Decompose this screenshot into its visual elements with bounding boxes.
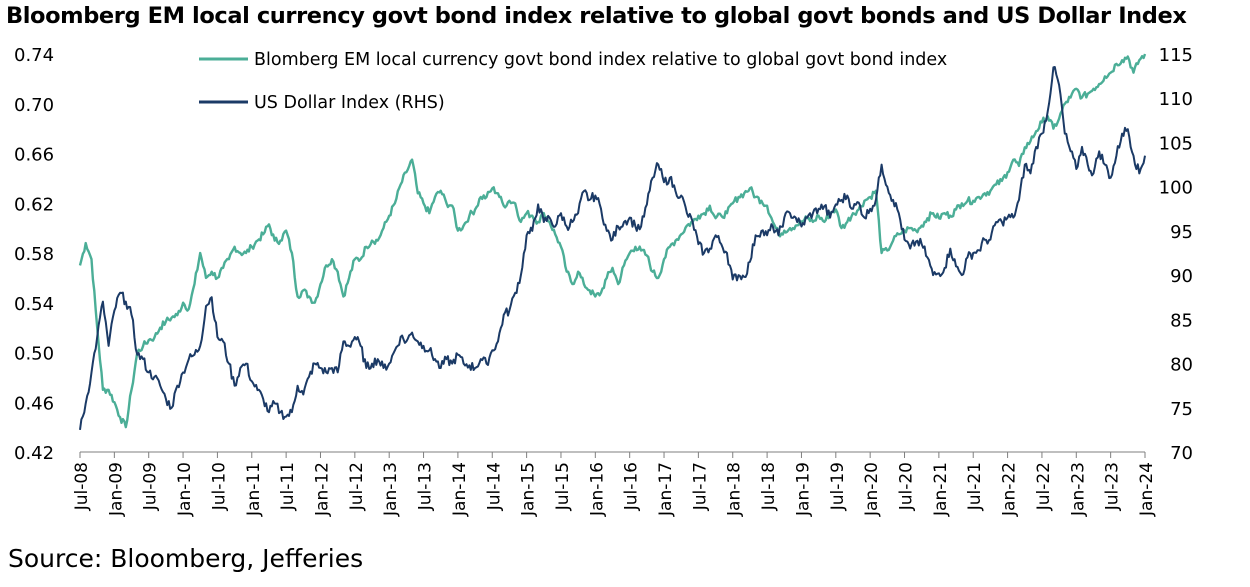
x-tick-label: Jan-09 <box>106 462 126 517</box>
x-tick-label: Jul-16 <box>622 462 642 511</box>
source-note: Source: Bloomberg, Jefferies <box>8 544 364 573</box>
y-right-tick-label: 105 <box>1159 133 1193 154</box>
y-right-tick-label: 70 <box>1170 443 1193 464</box>
y-left-tick-label: 0.58 <box>14 244 54 265</box>
x-tick-label: Jul-20 <box>897 462 917 511</box>
series-group <box>78 53 1147 431</box>
x-tick-label: Jan-14 <box>450 462 470 517</box>
x-tick-label: Jul-09 <box>141 462 161 511</box>
x-tick-label: Jan-24 <box>1137 462 1157 517</box>
y-right-tick-label: 100 <box>1159 178 1193 199</box>
x-tick-label: Jul-10 <box>209 462 229 511</box>
x-tick-label: Jan-10 <box>175 462 195 517</box>
y-right-tick-label: 90 <box>1170 266 1193 287</box>
series-line-em-bond-ratio <box>78 53 1147 429</box>
x-tick-label: Jul-19 <box>828 462 848 511</box>
y-right-tick-label: 110 <box>1159 89 1193 110</box>
y-right-tick-label: 95 <box>1170 222 1193 243</box>
series-line-us-dollar-index <box>79 66 1146 431</box>
x-tick-label: Jan-21 <box>931 462 951 517</box>
x-tick-label: Jul-18 <box>759 462 779 511</box>
x-tick-label: Jul-08 <box>72 462 92 511</box>
y-right-tick-label: 85 <box>1170 310 1193 331</box>
x-tick-label: Jan-18 <box>725 462 745 517</box>
y-left-tick-label: 0.62 <box>14 194 54 215</box>
x-tick-label: Jul-15 <box>553 462 573 511</box>
x-tick-label: Jan-17 <box>656 462 676 517</box>
x-tick-label: Jul-21 <box>965 462 985 511</box>
y-left-tick-label: 0.42 <box>14 443 54 464</box>
x-tick-label: Jan-19 <box>793 462 813 517</box>
x-tick-label: Jul-13 <box>416 462 436 511</box>
x-tick-label: Jan-12 <box>312 462 332 517</box>
x-tick-label: Jul-14 <box>484 462 504 511</box>
x-tick-label: Jan-22 <box>1000 462 1020 517</box>
x-tick-label: Jan-16 <box>587 462 607 517</box>
axes-group <box>79 451 1146 458</box>
y-left-tick-label: 0.54 <box>14 294 54 315</box>
x-tick-label: Jul-23 <box>1103 462 1123 511</box>
x-tick-label: Jan-23 <box>1068 462 1088 517</box>
x-tick-label: Jan-20 <box>862 462 882 517</box>
x-tick-label: Jan-15 <box>519 462 539 517</box>
x-tick-label: Jan-11 <box>244 462 264 517</box>
x-tick-label: Jul-17 <box>690 462 710 511</box>
y-left-tick-label: 0.70 <box>14 95 54 116</box>
y-right-tick-label: 80 <box>1170 355 1193 376</box>
x-tick-label: Jul-12 <box>347 462 367 511</box>
legend-label: Blomberg EM local currency govt bond ind… <box>254 50 947 70</box>
y-left-tick-label: 0.46 <box>14 393 54 414</box>
tick-labels: Jul-08 Jan-09 Jul-09 Jan-10 Jul-10 Jan-11 Jul-… <box>14 45 1193 517</box>
x-tick-label: Jan-13 <box>381 462 401 517</box>
legend-label: US Dollar Index (RHS) <box>254 93 445 113</box>
x-tick-label: Jul-11 <box>278 462 298 511</box>
y-right-tick-label: 75 <box>1170 399 1193 420</box>
x-tick-label: Jul-22 <box>1034 462 1054 511</box>
y-left-tick-label: 0.74 <box>14 45 54 66</box>
y-left-tick-label: 0.66 <box>14 145 54 166</box>
chart-title: Bloomberg EM local currency govt bond in… <box>6 3 1187 29</box>
legend: Blomberg EM local currency govt bond ind… <box>199 50 947 113</box>
y-left-tick-label: 0.50 <box>14 344 54 365</box>
y-right-tick-label: 115 <box>1159 45 1193 66</box>
